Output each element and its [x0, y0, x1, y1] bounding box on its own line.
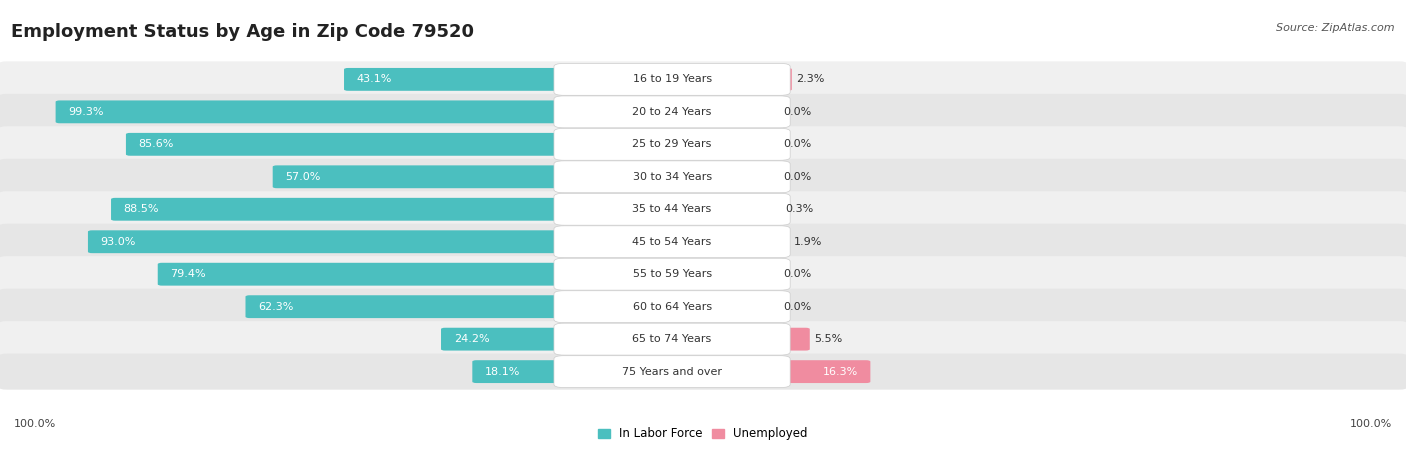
Text: 99.3%: 99.3% — [69, 107, 104, 117]
Text: 0.0%: 0.0% — [783, 269, 811, 279]
FancyBboxPatch shape — [0, 256, 1406, 292]
FancyBboxPatch shape — [770, 328, 810, 350]
Text: 100.0%: 100.0% — [14, 419, 56, 429]
FancyBboxPatch shape — [56, 101, 574, 123]
FancyBboxPatch shape — [273, 166, 574, 188]
Text: 0.0%: 0.0% — [783, 139, 811, 149]
FancyBboxPatch shape — [0, 354, 1406, 390]
FancyBboxPatch shape — [0, 191, 1406, 227]
FancyBboxPatch shape — [111, 198, 574, 221]
FancyBboxPatch shape — [770, 230, 790, 253]
FancyBboxPatch shape — [344, 68, 574, 91]
FancyBboxPatch shape — [554, 291, 790, 322]
FancyBboxPatch shape — [554, 356, 790, 387]
FancyBboxPatch shape — [0, 126, 1406, 162]
FancyBboxPatch shape — [0, 224, 1406, 260]
Text: Employment Status by Age in Zip Code 79520: Employment Status by Age in Zip Code 795… — [11, 23, 474, 41]
FancyBboxPatch shape — [246, 295, 574, 318]
Text: 20 to 24 Years: 20 to 24 Years — [633, 107, 711, 117]
FancyBboxPatch shape — [554, 64, 790, 95]
Text: 79.4%: 79.4% — [170, 269, 207, 279]
Text: 55 to 59 Years: 55 to 59 Years — [633, 269, 711, 279]
Text: 93.0%: 93.0% — [101, 237, 136, 247]
Text: 5.5%: 5.5% — [814, 334, 842, 344]
Text: 1.9%: 1.9% — [794, 237, 823, 247]
FancyBboxPatch shape — [554, 258, 790, 290]
Text: 25 to 29 Years: 25 to 29 Years — [633, 139, 711, 149]
Text: 88.5%: 88.5% — [124, 204, 159, 214]
FancyBboxPatch shape — [127, 133, 574, 156]
FancyBboxPatch shape — [554, 226, 790, 258]
Text: 30 to 34 Years: 30 to 34 Years — [633, 172, 711, 182]
Text: 65 to 74 Years: 65 to 74 Years — [633, 334, 711, 344]
Text: 43.1%: 43.1% — [357, 74, 392, 84]
Text: 0.0%: 0.0% — [783, 107, 811, 117]
Text: 18.1%: 18.1% — [485, 367, 520, 377]
FancyBboxPatch shape — [0, 159, 1406, 195]
FancyBboxPatch shape — [770, 360, 870, 383]
Text: 75 Years and over: 75 Years and over — [621, 367, 723, 377]
Text: 16 to 19 Years: 16 to 19 Years — [633, 74, 711, 84]
FancyBboxPatch shape — [554, 161, 790, 193]
Text: 0.3%: 0.3% — [785, 204, 813, 214]
FancyBboxPatch shape — [770, 68, 792, 91]
Text: 0.0%: 0.0% — [783, 302, 811, 312]
FancyBboxPatch shape — [770, 198, 780, 221]
Text: Source: ZipAtlas.com: Source: ZipAtlas.com — [1277, 23, 1395, 32]
FancyBboxPatch shape — [554, 323, 790, 355]
FancyBboxPatch shape — [0, 289, 1406, 325]
FancyBboxPatch shape — [554, 193, 790, 225]
Text: 35 to 44 Years: 35 to 44 Years — [633, 204, 711, 214]
Text: 60 to 64 Years: 60 to 64 Years — [633, 302, 711, 312]
FancyBboxPatch shape — [89, 230, 574, 253]
FancyBboxPatch shape — [0, 321, 1406, 357]
Legend: In Labor Force, Unemployed: In Labor Force, Unemployed — [593, 423, 813, 445]
FancyBboxPatch shape — [554, 96, 790, 128]
FancyBboxPatch shape — [554, 129, 790, 160]
Text: 57.0%: 57.0% — [285, 172, 321, 182]
Text: 0.0%: 0.0% — [783, 172, 811, 182]
Text: 62.3%: 62.3% — [259, 302, 294, 312]
Text: 100.0%: 100.0% — [1350, 419, 1392, 429]
FancyBboxPatch shape — [0, 94, 1406, 130]
FancyBboxPatch shape — [441, 328, 574, 350]
Text: 85.6%: 85.6% — [139, 139, 174, 149]
Text: 16.3%: 16.3% — [823, 367, 858, 377]
Text: 2.3%: 2.3% — [796, 74, 824, 84]
FancyBboxPatch shape — [472, 360, 574, 383]
FancyBboxPatch shape — [157, 263, 574, 285]
FancyBboxPatch shape — [0, 61, 1406, 97]
Text: 45 to 54 Years: 45 to 54 Years — [633, 237, 711, 247]
Text: 24.2%: 24.2% — [454, 334, 489, 344]
